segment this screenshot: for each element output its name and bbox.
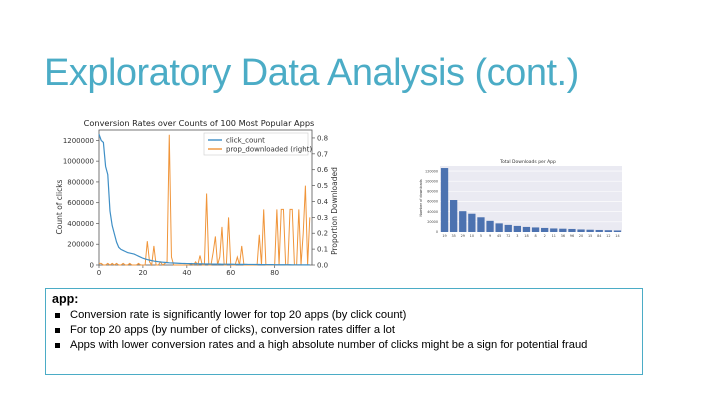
bar [486, 220, 494, 232]
bullet-square-icon [55, 343, 60, 348]
x-tick-label: 60 [226, 269, 235, 277]
y2-tick-label: 0.7 [317, 150, 328, 158]
bar-chart: Total Downloads per App 0 20000 40000 60000… [419, 159, 622, 238]
y2-tick-label: 0.1 [317, 246, 328, 254]
bar-chart-title: Total Downloads per App [499, 159, 556, 165]
x-tick-label: 2 [544, 234, 546, 238]
bullet-square-icon [55, 328, 60, 333]
y2-tick-label: 0.2 [317, 230, 328, 238]
y-tick-label: 0 [436, 230, 438, 234]
x-tick-label: 15 [588, 234, 592, 238]
bar-y-axis-label: Number of downloads [419, 179, 423, 216]
bar [513, 225, 521, 232]
legend-label-prop-downloaded: prop_downloaded (right) [226, 146, 312, 154]
notes-box: app: Conversion rate is significantly lo… [45, 288, 643, 375]
x-tick-label: 40 [182, 269, 191, 277]
bullet-item: For top 20 apps (by number of clicks), c… [52, 323, 636, 338]
bar [531, 227, 540, 232]
bar [468, 213, 476, 232]
notes-list: Conversion rate is significantly lower f… [52, 308, 636, 353]
x-tick-label: 36 [561, 234, 565, 238]
x-tick-label: 14 [615, 234, 619, 238]
y-tick-label: 80000 [427, 190, 438, 194]
x-tick-label: 3 [516, 234, 518, 238]
y2-tick-label: 0.8 [317, 134, 328, 142]
x-tick-label: 80 [270, 269, 279, 277]
x-tick-label: 18 [524, 234, 528, 238]
x-tick-label: 0 [97, 269, 101, 277]
bar [577, 229, 585, 232]
legend-box [203, 132, 309, 156]
bullet-item: Apps with lower conversion rates and a h… [52, 338, 636, 353]
legend-label-click-count: click_count [226, 137, 265, 145]
bullet-text: Apps with lower conversion rates and a h… [70, 339, 588, 351]
y2-tick-label: 0.4 [317, 198, 329, 206]
chart-title: Conversion Rates over Counts of 100 Most… [84, 118, 315, 128]
bar [504, 224, 512, 232]
x-tick-label: 5 [480, 234, 482, 238]
x-tick-label: 10 [470, 234, 474, 238]
y-tick-label: 1200000 [63, 137, 94, 145]
bar [613, 230, 622, 232]
slide-title: Exploratory Data Analysis (cont.) [44, 52, 579, 94]
y-tick-label: 200000 [67, 241, 94, 249]
x-tick-label: 84 [597, 234, 601, 238]
y-tick-label: 100000 [425, 179, 438, 183]
bar [604, 230, 612, 232]
line-chart: Conversion Rates over Counts of 100 Most… [55, 118, 339, 277]
x-tick-label: 20 [138, 269, 147, 277]
bullet-text: For top 20 apps (by number of clicks), c… [70, 324, 395, 336]
y-axis-label: Count of clicks [55, 179, 64, 234]
y-tick-label: 120000 [425, 169, 438, 173]
x-tick-label: 29 [461, 234, 465, 238]
bar [541, 227, 549, 232]
y-tick-label: 40000 [427, 210, 438, 214]
x-tick-label: 8 [534, 234, 536, 238]
y2-tick-label: 0.3 [317, 214, 328, 222]
bar [495, 223, 503, 232]
y-tick-label: 800000 [67, 178, 94, 186]
notes-heading: app: [52, 292, 79, 306]
x-tick-label: 9 [489, 234, 491, 238]
x-tick-label: 72 [506, 234, 510, 238]
bar [440, 168, 449, 232]
x-tick-label: 19 [442, 234, 446, 238]
bar [477, 217, 485, 232]
y2-tick-label: 0.0 [317, 262, 328, 270]
y2-tick-label: 0.5 [317, 182, 328, 190]
y-tick-label: 20000 [427, 220, 438, 224]
bullet-text: Conversion rate is significantly lower f… [70, 309, 407, 321]
x-tick-label: 20 [579, 234, 583, 238]
bar [559, 228, 567, 232]
series-line-click-count [98, 133, 310, 266]
y-tick-label: 60000 [427, 200, 438, 204]
bar [586, 229, 594, 232]
bar [450, 200, 458, 232]
x-tick-label: 45 [497, 234, 501, 238]
y2-tick-label: 0.6 [317, 166, 329, 174]
y-tick-label: 400000 [67, 220, 94, 228]
bar [522, 226, 531, 232]
y-tick-label: 1000000 [63, 158, 94, 166]
bar [550, 228, 558, 232]
bar [459, 211, 467, 232]
x-tick-label: 35 [451, 234, 455, 238]
bar [595, 229, 603, 232]
y-tick-label: 600000 [67, 199, 94, 207]
x-tick-label: 12 [606, 234, 610, 238]
bullet-square-icon [55, 313, 60, 318]
x-tick-label: 11 [552, 234, 556, 238]
x-tick-label: 96 [570, 234, 574, 238]
bullet-item: Conversion rate is significantly lower f… [52, 308, 636, 323]
y2-axis-label: Proportion Downloaded [330, 167, 339, 255]
y-tick-label: 0 [90, 262, 94, 270]
bar [568, 228, 576, 232]
